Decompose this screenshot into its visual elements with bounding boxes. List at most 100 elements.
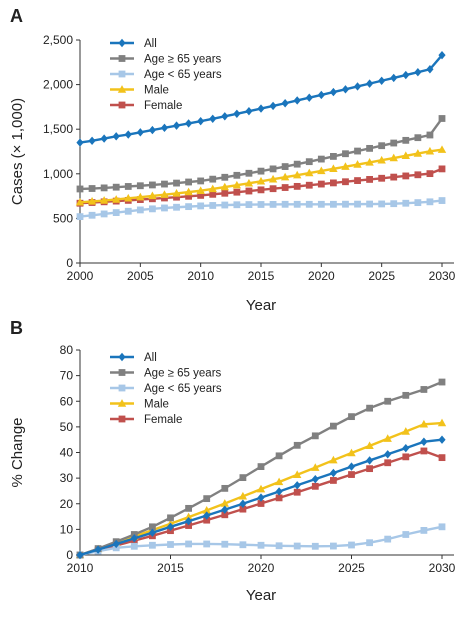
panel-a-series-female-point xyxy=(402,172,410,180)
panel-a-series-age-lt-65-years-point xyxy=(378,200,386,208)
panel-b-series-age-lt-65-years-point xyxy=(366,539,373,547)
panel-b-series-female-point xyxy=(257,500,265,507)
panel-a-series-all-point xyxy=(257,104,265,113)
panel-a-legend-male-label: Male xyxy=(144,85,169,97)
panel-a-legend-age-ge-65-years-label: Age ≥ 65 years xyxy=(144,54,222,66)
panel-b-series-age-ge-65-years-point xyxy=(167,514,174,522)
panel-b-series-age-lt-65-years-point xyxy=(275,542,283,550)
panel-a-series-male-point xyxy=(256,176,266,185)
panel-a-series-male-point xyxy=(377,155,386,164)
panel-a-series-all-point xyxy=(172,121,181,130)
panel-b-series-female-point xyxy=(203,516,211,524)
panel-a-series-all-point xyxy=(341,85,350,94)
panel-a-series-male-point xyxy=(232,180,242,189)
panel-a-series-age-ge-65-years-point xyxy=(136,182,144,190)
panel-a-series-female-point xyxy=(305,181,313,189)
panel-b-series-female-point xyxy=(311,482,319,490)
panel-b-legend-male-label: Male xyxy=(144,399,169,411)
panel-a-series-age-ge-65-years-point xyxy=(414,134,422,142)
panel-b-series-age-lt-65-years-point xyxy=(130,542,138,550)
panel-b-series-age-lt-65-years xyxy=(76,523,446,559)
panel-a-series-age-ge-65-years-point xyxy=(354,147,361,155)
panel-a-series-male-point xyxy=(160,190,169,198)
panel-a-series-male-point xyxy=(172,189,181,197)
panel-a-series-all-point xyxy=(100,134,108,143)
panel-a-series-male-point xyxy=(244,178,254,187)
panel-b-series-all-point xyxy=(311,474,319,484)
panel-a-series-all-point xyxy=(76,138,84,147)
panel-a-series-age-ge-65-years-point xyxy=(305,158,313,166)
panel-a-series-age-lt-65-years-point xyxy=(390,200,398,208)
panel-b-series-male-point xyxy=(383,434,392,442)
panel-b-legend-all-label: All xyxy=(144,352,157,364)
panel-a-series-male-point xyxy=(353,160,362,168)
panel-a-series-age-lt-65-years-point xyxy=(402,199,410,207)
panel-b-series-age-ge-65-years-point xyxy=(384,397,392,405)
panel-b-series-female-point xyxy=(348,471,355,478)
panel-a-series-all-line xyxy=(79,54,443,144)
panel-a-x-tick-label: 2030 xyxy=(429,269,456,283)
panel-b-x-tick-label: 2025 xyxy=(338,561,365,575)
panel-a-series-male-point xyxy=(184,187,193,196)
panel-a-series-age-lt-65-years-point xyxy=(100,210,108,218)
panel-a-series-all-point xyxy=(245,106,253,116)
panel-a-series-age-lt-65-years-point xyxy=(317,200,325,208)
panel-a-series-age-ge-65-years-point xyxy=(149,181,156,189)
panel-b-series-all-point xyxy=(221,505,229,514)
panel-a-series-male-point xyxy=(365,157,374,166)
panel-b-series-male-point xyxy=(329,455,338,464)
panel-b-series-female-point xyxy=(366,465,373,473)
panel-b-series-all-point xyxy=(94,545,102,554)
panel-a-series-all-point xyxy=(136,128,144,137)
panel-a-series-age-ge-65-years-point xyxy=(438,115,446,122)
panel-a-x-tick-label: 2020 xyxy=(308,269,335,283)
panel-a-series-age-lt-65-years-point xyxy=(161,204,168,212)
panel-b-series-all-point xyxy=(347,462,356,471)
panel-b-series-all-point xyxy=(275,487,283,496)
panel-b-series-female-point xyxy=(402,453,410,461)
panel-a-series-female-point xyxy=(438,165,446,173)
panel-b-series-age-ge-65-years-point xyxy=(330,422,337,430)
panel-a-series-female-point xyxy=(197,191,205,199)
panel-b-series-age-lt-65-years-point xyxy=(293,542,301,550)
panel-b-x-tick-label: 2010 xyxy=(67,561,94,575)
panel-a-series-male-point xyxy=(317,166,326,175)
panel-b-legend-age-ge-65-years-swatch-marker xyxy=(118,369,126,376)
panel-b-y-tick-label: 30 xyxy=(60,471,74,485)
panel-b-series-age-ge-65-years-point xyxy=(275,452,283,460)
panel-a-series-female-point xyxy=(281,184,289,191)
panel-a-series-age-lt-65-years-point xyxy=(293,200,301,208)
panel-a-series-male-line xyxy=(79,148,443,204)
panel-a-series-age-ge-65-years-point xyxy=(330,153,337,160)
panel-a-series-male-point xyxy=(280,172,290,181)
panel-a-y-tick-label: 2,000 xyxy=(43,78,73,92)
panel-b-series-age-ge-65-years-point xyxy=(293,441,301,449)
panel-b-legend-age-ge-65-years-label: Age ≥ 65 years xyxy=(144,368,222,380)
panel-b-series-age-lt-65-years-point xyxy=(149,541,156,549)
panel-b-series-male-point xyxy=(274,477,284,486)
panel-b-series-male-point xyxy=(311,463,320,471)
panel-b-series-age-lt-65-years-point xyxy=(402,531,410,538)
panel-b-series-male-point xyxy=(202,506,211,514)
panel-a-series-age-lt-65-years-point xyxy=(185,203,192,211)
panel-b-series-all-point xyxy=(166,522,175,532)
panel-a-series-female-point xyxy=(378,174,386,182)
panel-a-y-tick-label: 500 xyxy=(53,211,73,225)
panel-a-series-age-lt-65-years xyxy=(76,197,446,221)
panel-a-y-tick-label: 2,500 xyxy=(43,33,73,47)
panel-a-series-age-lt-65-years-point xyxy=(76,213,84,221)
panel-a-series-female-point xyxy=(221,189,229,197)
panel-b-series-age-lt-65-years-point xyxy=(438,523,446,531)
panel-b-y-tick-label: 50 xyxy=(60,420,74,434)
panel-b-y-tick-label: 40 xyxy=(60,446,74,460)
panel-b-series-age-lt-65-years-point xyxy=(185,540,192,548)
panel-a-series-age-lt-65-years-point xyxy=(330,200,337,208)
panel-a-y-tick-label: 0 xyxy=(66,256,73,270)
panel-a-series-age-lt-65-years-point xyxy=(257,201,265,208)
panel-b-series-all-point xyxy=(257,493,265,502)
panel-a-series-age-ge-65-years-point xyxy=(233,171,241,179)
panel-b-series-all-point xyxy=(148,528,156,537)
panel-b-series-male-point xyxy=(401,427,410,435)
panel-a-series-age-ge-65-years-point xyxy=(245,169,253,177)
